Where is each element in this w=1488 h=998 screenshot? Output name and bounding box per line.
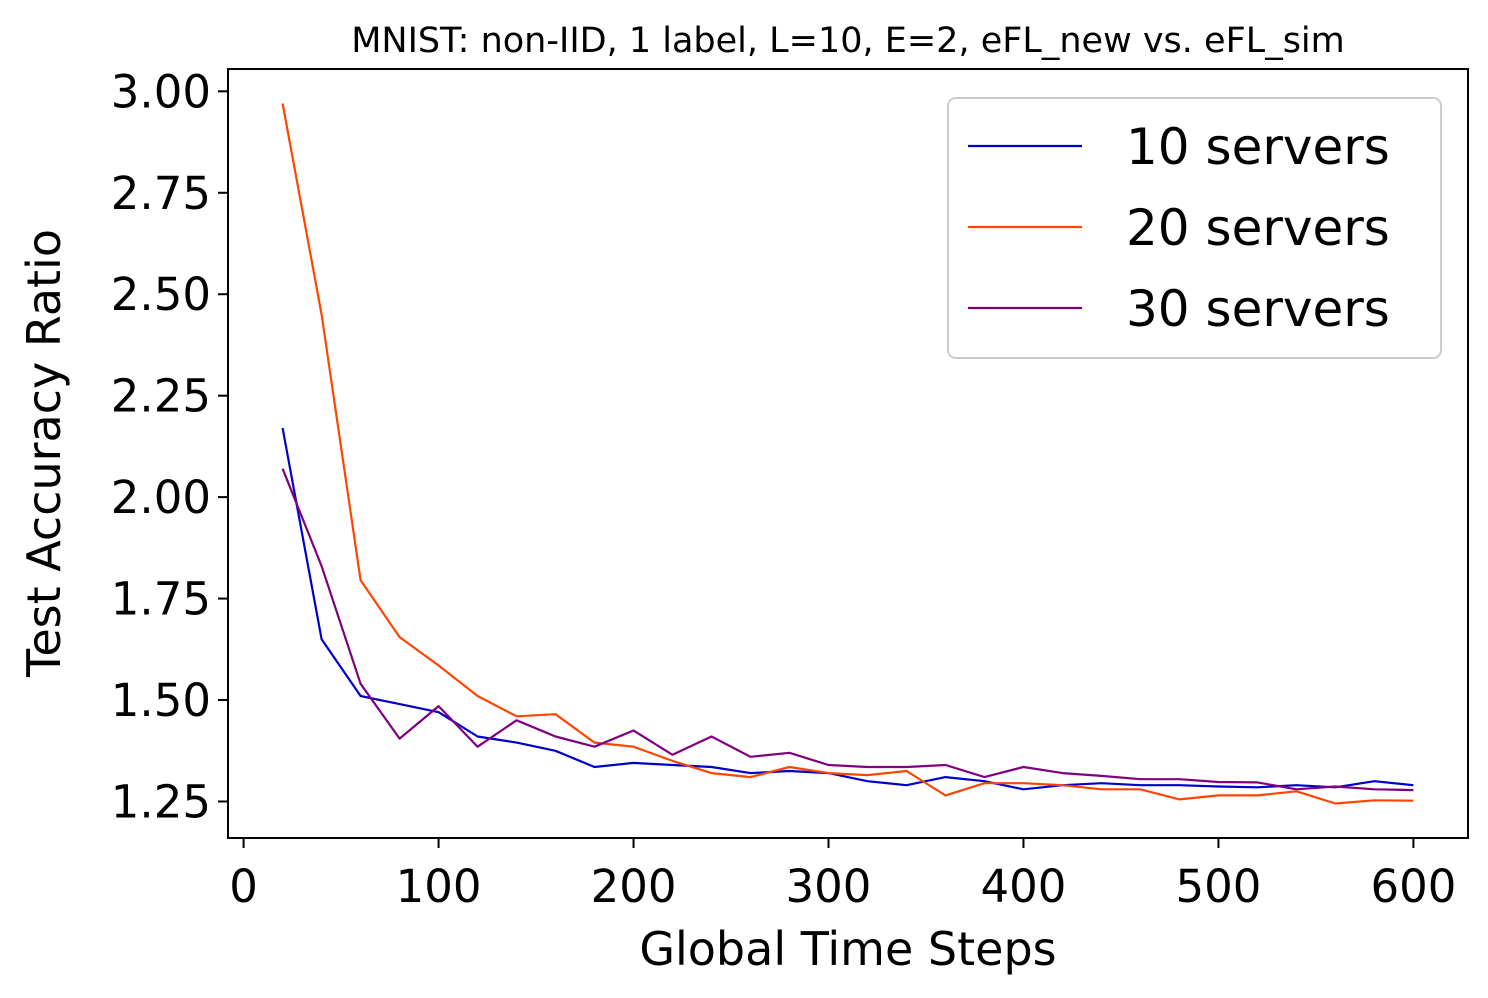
y-tick-label: 1.50 [111, 674, 211, 727]
x-axis: 0 100 200 300 400 500 600 [229, 838, 1456, 913]
y-tick-label: 1.25 [111, 775, 211, 828]
y-tick-label: 1.75 [111, 573, 211, 626]
legend-label-3: 30 servers [1126, 280, 1390, 338]
legend-label-1: 10 servers [1126, 118, 1390, 176]
y-tick-label: 2.50 [111, 268, 211, 321]
x-tick-label: 300 [786, 860, 872, 913]
x-tick-label: 200 [591, 860, 677, 913]
x-tick-label: 0 [229, 860, 258, 913]
y-tick-label: 2.00 [111, 471, 211, 524]
chart-title: MNIST: non-IID, 1 label, L=10, E=2, eFL_… [351, 21, 1345, 61]
legend-label-2: 20 servers [1126, 199, 1390, 257]
y-tick-label: 2.75 [111, 167, 211, 220]
plot-frame [227, 68, 1469, 839]
legend-box [947, 97, 1442, 359]
x-tick-label: 100 [396, 860, 482, 913]
x-axis-label: Global Time Steps [639, 922, 1056, 976]
y-tick-label: 2.25 [111, 370, 211, 423]
x-tick-label: 600 [1370, 860, 1456, 913]
y-axis-label: Test Accuracy Ratio [17, 229, 71, 678]
y-tick-label: 3.00 [111, 65, 211, 118]
y-axis: 1.25 1.50 1.75 2.00 2.25 2.50 2.75 3.00 [111, 65, 228, 828]
plot-area [281, 103, 1414, 805]
x-tick-label: 400 [981, 860, 1067, 913]
series-line-3 [281, 468, 1414, 792]
x-tick-label: 500 [1175, 860, 1261, 913]
legend: 10 servers 20 servers 30 servers [947, 97, 1442, 359]
series-line-2 [281, 103, 1414, 805]
series-line-1 [281, 427, 1414, 791]
